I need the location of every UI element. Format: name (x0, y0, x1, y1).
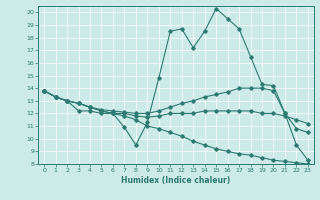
X-axis label: Humidex (Indice chaleur): Humidex (Indice chaleur) (121, 176, 231, 185)
